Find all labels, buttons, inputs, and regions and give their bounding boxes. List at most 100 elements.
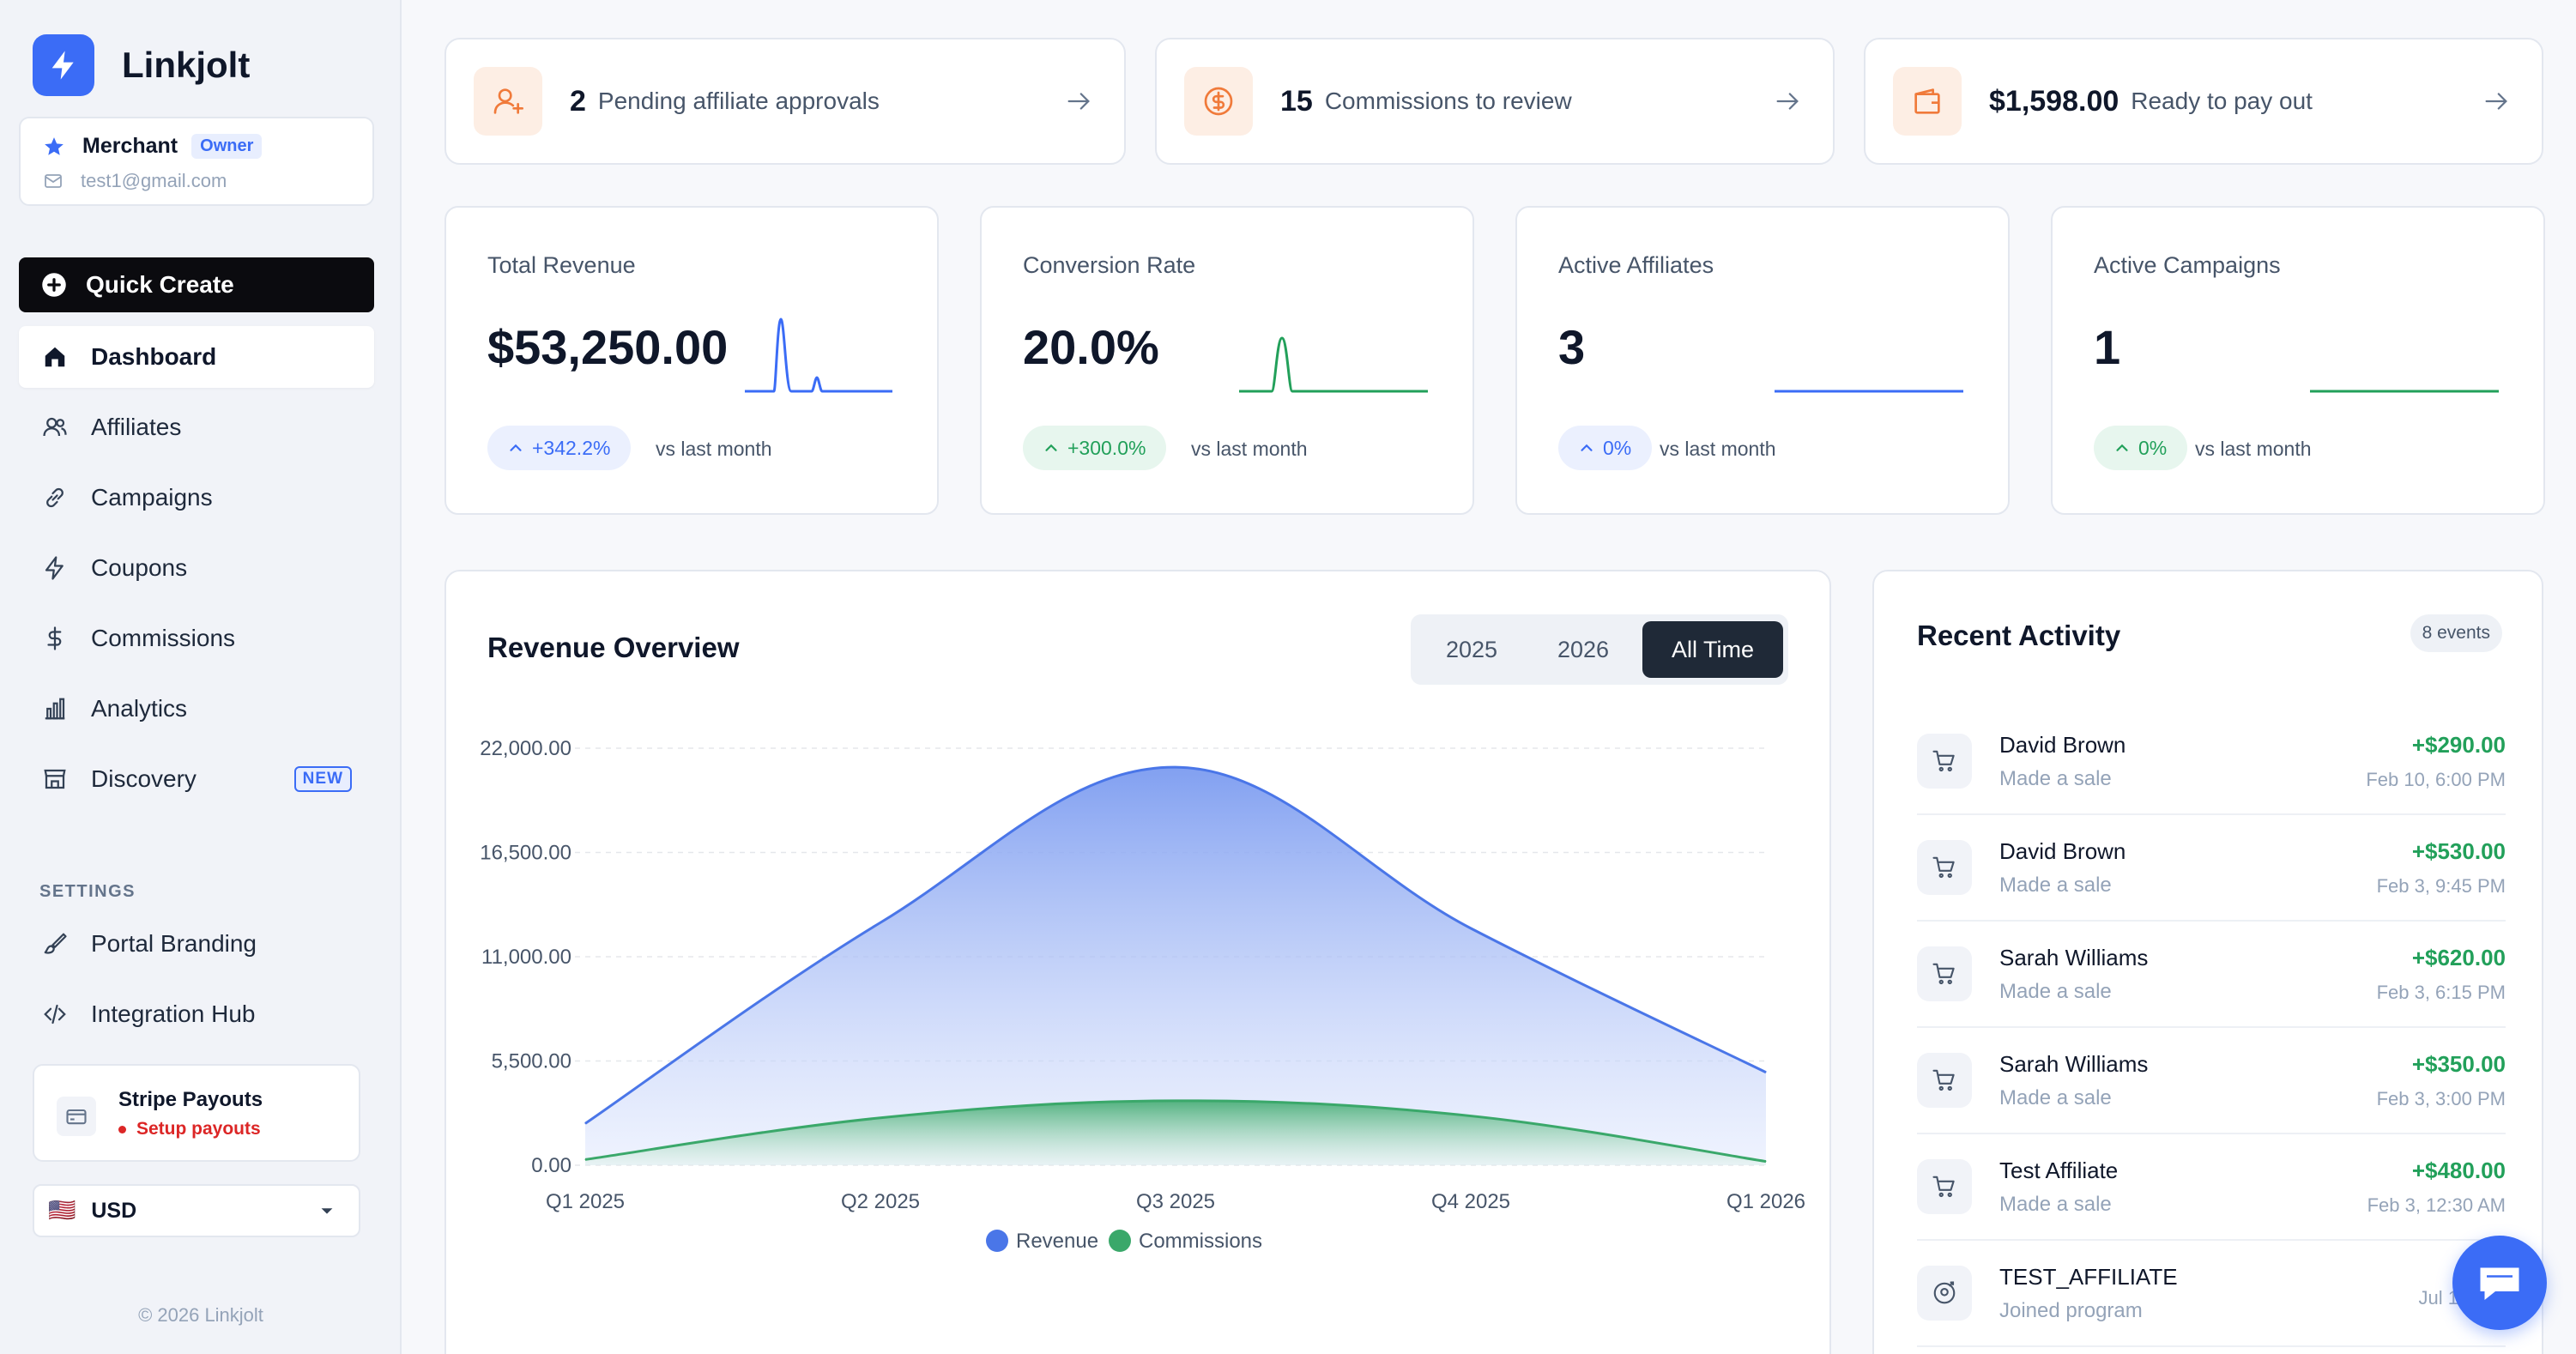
activity-row[interactable]: David Brown Made a sale +$530.00 Feb 3, 9:4…: [1917, 815, 2506, 922]
activity-time: Feb 3, 3:00 PM: [2376, 1087, 2506, 1109]
link-icon: [41, 484, 69, 511]
commissions-review-card[interactable]: 15 Commissions to review: [1155, 38, 1835, 165]
activity-description: Joined program: [1999, 1298, 2143, 1322]
change-value: 0%: [2138, 436, 2168, 459]
cart-icon: [1917, 946, 1972, 1001]
sidebar-item-campaigns[interactable]: Campaigns: [19, 467, 374, 529]
settings-nav: Portal Branding Integration Hub: [19, 913, 374, 1054]
account-card[interactable]: Merchant Owner test1@gmail.com: [19, 117, 374, 206]
data-point[interactable]: [1470, 1115, 1472, 1117]
legend-item[interactable]: Commissions: [1109, 1230, 1262, 1253]
account-name: Merchant: [82, 134, 178, 158]
x-tick-label: Q2 2025: [841, 1190, 920, 1213]
activity-time: Feb 3, 12:30 AM: [2367, 1194, 2506, 1216]
sidebar-item-label: Campaigns: [91, 484, 213, 511]
range-2026-button[interactable]: 2026: [1557, 636, 1610, 662]
activity-amount: +$480.00: [2411, 1157, 2506, 1183]
activity-row[interactable]: Sarah Williams Made a sale +$350.00 Feb 3, …: [1917, 1028, 2506, 1134]
chat-button[interactable]: [2452, 1236, 2547, 1330]
stat-label: Active Affiliates: [1558, 252, 1714, 278]
sidebar-item-portal-branding[interactable]: Portal Branding: [19, 913, 374, 975]
sidebar: Linkjolt Merchant Owner test1@gmail.com …: [0, 0, 402, 1354]
revenue-overview-card: Revenue Overview 2025 2026 All Time 22,0…: [444, 570, 1831, 1354]
stat-card-total-revenue[interactable]: Total Revenue $53,250.00 +342.2% vs last…: [444, 206, 939, 515]
brush-icon: [41, 930, 69, 958]
activity-time: Feb 3, 6:15 PM: [2376, 981, 2506, 1003]
users-icon: [41, 414, 69, 441]
activity-name: Sarah Williams: [1999, 1050, 2149, 1077]
range-2025-button[interactable]: 2025: [1445, 636, 1498, 662]
data-point[interactable]: [880, 1117, 881, 1119]
sparkline: [1775, 390, 1963, 393]
activity-text: David Brown Made a sale: [1999, 732, 2126, 791]
quick-create-button[interactable]: Quick Create: [19, 257, 374, 312]
ready-payout-card[interactable]: $1,598.00 Ready to pay out: [1864, 38, 2543, 165]
user-plus-icon: [474, 67, 542, 136]
sidebar-item-integration-hub[interactable]: Integration Hub: [19, 983, 374, 1045]
sidebar-item-analytics[interactable]: Analytics: [19, 678, 374, 740]
y-tick-label: 11,000.00: [481, 946, 571, 969]
mail-icon: [45, 174, 62, 188]
data-point[interactable]: [880, 922, 881, 923]
data-point[interactable]: [1765, 1161, 1767, 1163]
activity-name: Test Affiliate: [1999, 1157, 2119, 1183]
wallet-icon: [1893, 67, 1962, 136]
plus-circle-icon: [42, 273, 66, 297]
alert-text: Commissions to review: [1324, 88, 1572, 114]
stripe-payouts-card[interactable]: Stripe Payouts Setup payouts: [33, 1064, 360, 1162]
activity-description: Made a sale: [1999, 766, 2112, 790]
activity-row[interactable]: Test Affiliate Made a sale +$480.00 Feb 3, …: [1917, 1134, 2506, 1241]
chevron-up-icon: [1045, 444, 1057, 451]
activity-amount: +$290.00: [2411, 731, 2506, 758]
stat-label: Total Revenue: [487, 252, 636, 278]
data-point[interactable]: [584, 1158, 586, 1160]
data-point[interactable]: [584, 1122, 586, 1124]
legend-item[interactable]: Revenue: [986, 1230, 1098, 1253]
activity-description: Made a sale: [1999, 873, 2112, 897]
stat-value: 3: [1558, 320, 1586, 374]
brand[interactable]: Linkjolt: [33, 34, 250, 96]
activity-description: Made a sale: [1999, 1085, 2112, 1109]
alert-text: Ready to pay out: [2131, 88, 2313, 114]
status-dot: [118, 1125, 126, 1133]
currency-select[interactable]: 🇺🇸 USD: [33, 1184, 360, 1237]
sidebar-item-dashboard[interactable]: Dashboard: [19, 326, 374, 388]
sidebar-item-commissions[interactable]: Commissions: [19, 607, 374, 669]
sidebar-item-discovery[interactable]: Discovery NEW: [19, 748, 374, 810]
chat-icon: [2480, 1267, 2519, 1300]
change-badge: 0%: [1558, 426, 1653, 470]
stat-card-active-affiliates[interactable]: Active Affiliates 3 0% vs last month: [1515, 206, 2010, 515]
data-point[interactable]: [1765, 1072, 1767, 1073]
activity-meta: +$290.00 Feb 10, 6:00 PM: [2366, 732, 2506, 791]
stat-card-active-campaigns[interactable]: Active Campaigns 1 0% vs last month: [2051, 206, 2545, 515]
legend-label: Revenue: [1016, 1230, 1098, 1253]
activity-row[interactable]: Sarah Williams Made a sale +$620.00 Feb 3, …: [1917, 922, 2506, 1028]
chevron-up-icon: [2116, 444, 2128, 451]
change-value: +342.2%: [532, 436, 611, 459]
arrow-right-icon: [1067, 93, 1090, 110]
sidebar-item-label: Commissions: [91, 625, 236, 651]
pending-approvals-card[interactable]: 2 Pending affiliate approvals: [444, 38, 1126, 165]
alert-number: 15: [1280, 84, 1313, 118]
x-tick-label: Q1 2025: [546, 1190, 625, 1213]
change-badge: +300.0%: [1023, 426, 1167, 470]
activity-text: Sarah Williams Made a sale: [1999, 1051, 2148, 1110]
activity-meta: +$350.00 Feb 3, 3:00 PM: [2377, 1051, 2506, 1110]
sidebar-item-label: Portal Branding: [91, 930, 257, 957]
sidebar-item-label: Discovery: [91, 765, 197, 792]
vs-label: vs last month: [1191, 438, 1308, 460]
stat-label: Active Campaigns: [2094, 252, 2281, 278]
activity-row[interactable]: David Brown Made a sale +$290.00 Feb 10, 6:…: [1917, 709, 2506, 815]
legend-swatch: [1109, 1230, 1131, 1252]
activity-amount: +$530.00: [2411, 837, 2506, 864]
bolt-icon: [41, 554, 69, 582]
sidebar-item-coupons[interactable]: Coupons: [19, 537, 374, 599]
stat-card-conversion-rate[interactable]: Conversion Rate 20.0% +300.0% vs last mo…: [980, 206, 1474, 515]
alert-number: $1,598.00: [1989, 84, 2119, 118]
sidebar-item-affiliates[interactable]: Affiliates: [19, 396, 374, 458]
range-all-time-button[interactable]: All Time: [1642, 621, 1783, 678]
cart-icon: [1917, 840, 1972, 895]
series-area-revenue: [585, 767, 1766, 1165]
y-tick-label: 16,500.00: [480, 842, 571, 865]
